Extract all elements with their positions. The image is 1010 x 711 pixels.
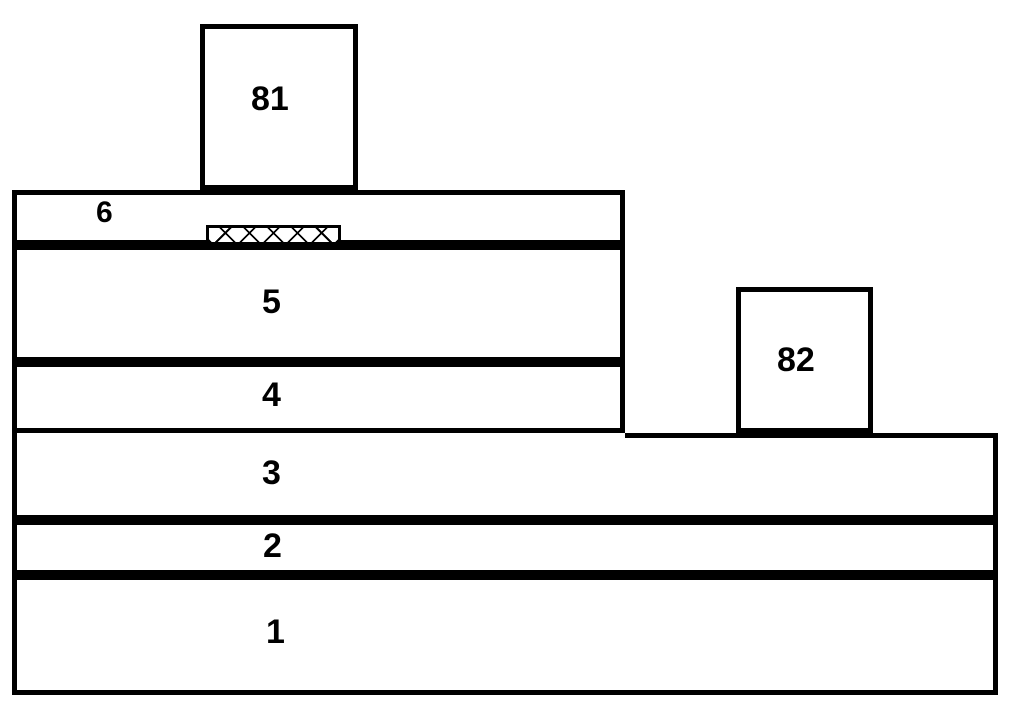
label-layer-5: 5 (262, 283, 281, 322)
hatched-contact-region (206, 225, 341, 245)
label-layer-1: 1 (266, 613, 285, 652)
buffer (12, 520, 998, 575)
diagram-canvas: 1 2 3 4 5 6 81 82 (0, 0, 1010, 711)
label-electrode-81: 81 (251, 80, 289, 119)
narrow-low (12, 362, 625, 433)
label-layer-2: 2 (263, 527, 282, 566)
label-layer-3: 3 (262, 454, 281, 493)
step (625, 433, 998, 438)
label-electrode-82: 82 (777, 341, 815, 380)
narrow-mid (12, 245, 625, 362)
label-layer-4: 4 (262, 376, 281, 415)
label-layer-6: 6 (96, 196, 113, 230)
base-wide (12, 433, 998, 520)
substrate (12, 575, 998, 695)
